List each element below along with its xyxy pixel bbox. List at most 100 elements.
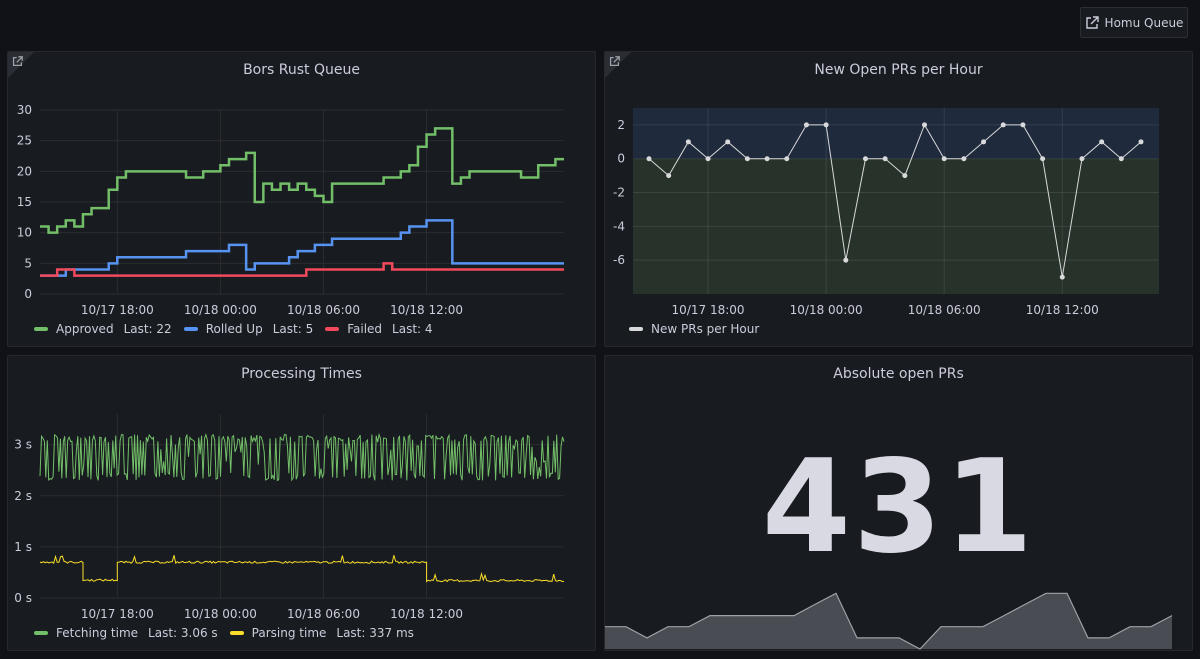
x-tick-label: 10/18 12:00 (390, 607, 463, 621)
legend-name: Approved (56, 322, 114, 336)
data-point (1118, 156, 1124, 162)
data-point (1020, 122, 1026, 128)
series-line-failed (40, 262, 564, 277)
data-point (803, 122, 809, 128)
legend-swatch (229, 631, 244, 635)
y-tick-label: 2 (617, 118, 625, 132)
legend-name: New PRs per Hour (651, 322, 760, 336)
sparkline-line (605, 592, 1173, 650)
y-tick-label: -2 (613, 186, 625, 200)
data-point (1138, 139, 1144, 145)
homu-queue-label: Homu Queue (1104, 15, 1184, 30)
x-tick-label: 10/18 06:00 (287, 303, 360, 317)
series-line-rolled-up (40, 219, 564, 277)
absolute-prs-panel: Absolute open PRs 431 (604, 355, 1193, 651)
series-line-parsing-time (39, 554, 565, 583)
x-tick-label: 10/18 00:00 (184, 303, 257, 317)
data-point (666, 173, 672, 179)
legend-item-parsing[interactable]: Parsing time Last: 337 ms (229, 626, 414, 640)
y-tick-label: 5 (24, 256, 32, 270)
y-tick-label: 1 s (14, 540, 32, 554)
legend-last: Last: 3.06 s (148, 626, 218, 640)
y-tick-label: 10 (17, 226, 32, 240)
legend-item-fetching[interactable]: Fetching time Last: 3.06 s (34, 626, 218, 640)
data-point (784, 156, 790, 162)
data-point (646, 156, 652, 162)
legend-last: Last: 22 (123, 322, 172, 336)
threshold-band-below (633, 158, 1159, 294)
data-point (981, 139, 987, 145)
y-tick-label: 0 s (14, 591, 32, 605)
legend-swatch (183, 327, 198, 331)
homu-queue-button[interactable]: Homu Queue (1080, 7, 1188, 38)
y-tick-label: -6 (613, 253, 625, 267)
legend-last: Last: 5 (272, 322, 314, 336)
absolute-prs-value: 431 (761, 433, 1036, 582)
external-link-icon (1085, 15, 1099, 29)
panel-title: New Open PRs per Hour (814, 62, 983, 78)
data-point (882, 156, 888, 162)
chart-legend: Approved Last: 22 Rolled Up Last: 5 Failed… (34, 322, 445, 336)
x-tick-label: 10/18 00:00 (184, 607, 257, 621)
legend-item-approved[interactable]: Approved Last: 22 (34, 322, 172, 336)
series-line-fetching-time (39, 432, 565, 482)
chart-legend: New PRs per Hour (629, 322, 771, 336)
data-point (843, 257, 849, 263)
legend-item-failed[interactable]: Failed Last: 4 (325, 322, 433, 336)
bors-queue-panel: Bors Rust Queue 0 5 10 15 20 25 30 10/17 18:00 1… (7, 51, 596, 347)
data-point (922, 122, 928, 128)
external-link-icon[interactable] (609, 56, 620, 67)
y-tick-label: 0 (24, 287, 32, 301)
data-point (1099, 139, 1105, 145)
x-tick-label: 10/17 18:00 (672, 303, 745, 317)
x-tick-label: 10/18 12:00 (1026, 303, 1099, 317)
y-tick-label: 30 (17, 103, 32, 117)
y-tick-label: 25 (17, 134, 32, 148)
legend-swatch (629, 327, 643, 331)
legend-name: Failed (347, 322, 383, 336)
data-point (685, 139, 691, 145)
legend-swatch (325, 327, 340, 331)
legend-item-new-prs[interactable]: New PRs per Hour (629, 322, 759, 336)
data-point (1040, 156, 1046, 162)
legend-last: Last: 337 ms (336, 626, 414, 640)
data-point (1059, 274, 1065, 280)
x-tick-label: 10/18 12:00 (390, 303, 463, 317)
data-point (823, 122, 829, 128)
x-tick-label: 10/18 00:00 (790, 303, 863, 317)
legend-name: Rolled Up (205, 322, 263, 336)
processing-times-chart[interactable]: 0 s 1 s 2 s 3 s 10/17 18:00 10/18 00:00 10/18 … (8, 396, 595, 651)
legend-item-rolled-up[interactable]: Rolled Up Last: 5 (183, 322, 314, 336)
bors-queue-chart[interactable]: 0 5 10 15 20 25 30 10/17 18:00 10/18 00:00 10/18 … (8, 92, 595, 347)
y-tick-label: -4 (613, 219, 625, 233)
external-link-icon[interactable] (12, 56, 23, 67)
y-tick-label: 15 (17, 195, 32, 209)
data-point (941, 156, 947, 162)
y-tick-label: 0 (617, 152, 625, 166)
new-prs-panel: New Open PRs per Hour 2 0 -2 -4 -6 10/17 18:0… (604, 51, 1193, 347)
data-point (764, 156, 770, 162)
threshold-band-above (633, 108, 1159, 159)
legend-swatch (34, 327, 48, 331)
data-point (705, 156, 711, 162)
panel-title: Processing Times (241, 366, 362, 382)
chart-legend: Fetching time Last: 3.06 s Parsing time La… (34, 626, 426, 640)
y-tick-label: 2 s (14, 489, 32, 503)
legend-last: Last: 4 (392, 322, 433, 336)
legend-name: Parsing time (251, 626, 327, 640)
y-tick-label: 3 s (14, 438, 32, 452)
series-line-approved (40, 127, 564, 234)
x-tick-label: 10/17 18:00 (81, 607, 154, 621)
data-point (1079, 156, 1085, 162)
legend-swatch (34, 631, 48, 635)
series-line-new-prs (648, 123, 1142, 278)
data-point (725, 139, 731, 145)
data-point (1000, 122, 1006, 128)
processing-times-panel: Processing Times 0 s 1 s 2 s 3 s 10/17 18:00… (7, 355, 596, 651)
data-point (961, 156, 967, 162)
panel-title: Bors Rust Queue (243, 62, 360, 78)
new-prs-chart[interactable]: 2 0 -2 -4 -6 10/17 18:00 10/18 00:00 10/18 06:0… (605, 92, 1192, 347)
data-point (902, 173, 908, 179)
panel-title: Absolute open PRs (833, 366, 964, 382)
data-point (744, 156, 750, 162)
